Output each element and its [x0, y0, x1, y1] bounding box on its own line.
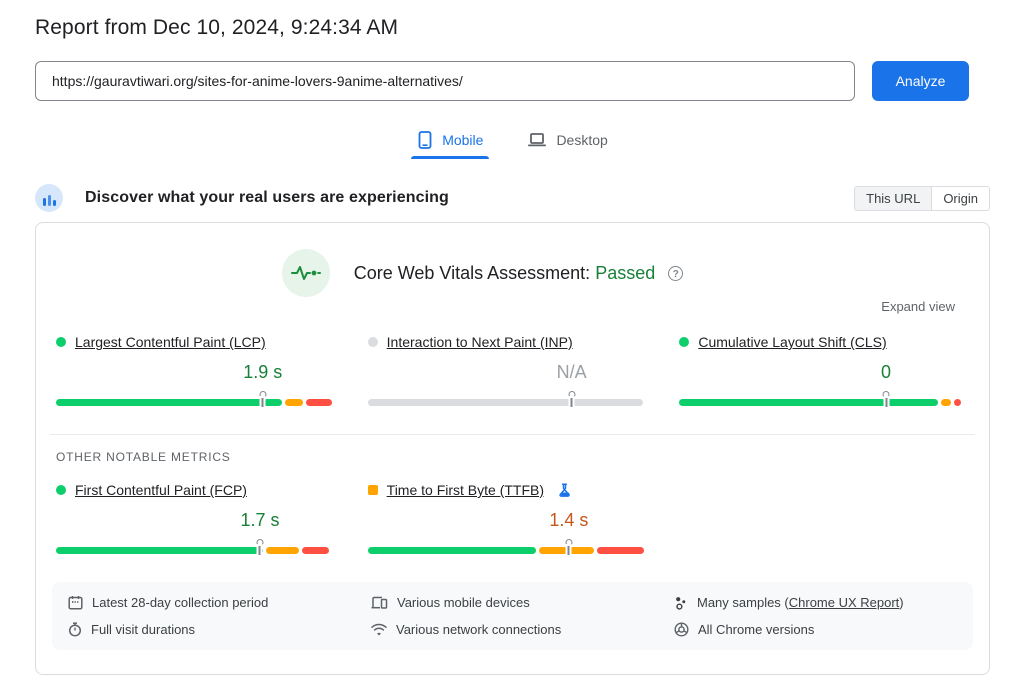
bar-segment	[56, 547, 263, 554]
bar-segment	[367, 547, 536, 554]
ttfb-marker	[564, 539, 573, 558]
cls-value: 0	[881, 362, 892, 382]
metric-cls: Cumulative Layout Shift (CLS) 0	[679, 334, 961, 410]
inp-link[interactable]: Interaction to Next Paint (INP)	[386, 334, 573, 350]
lcp-status-dot	[56, 337, 66, 347]
bar-segment	[596, 547, 644, 554]
cwv-assessment-header: Core Web Vitals Assessment: Passed ?	[0, 249, 969, 297]
samples-item: Many samples (Chrome UX Report)	[674, 595, 957, 610]
bar-segment	[367, 399, 644, 406]
visit-durations-label: Full visit durations	[91, 622, 196, 637]
bar-segment	[305, 399, 333, 406]
cwv-assessment-label: Core Web Vitals Assessment:	[353, 262, 591, 283]
bar-segment	[954, 399, 961, 406]
inp-status-dot	[367, 337, 378, 347]
chrome-versions-item: All Chrome versions	[674, 622, 957, 637]
metric-inp: Interaction to Next Paint (INP) N/A	[367, 334, 644, 410]
desktop-laptop-icon	[527, 132, 547, 148]
metric-fcp: First Contentful Paint (FCP) 1.7 s	[56, 482, 332, 558]
experiment-flask-icon[interactable]	[559, 483, 572, 497]
tab-desktop-label: Desktop	[556, 132, 608, 148]
real-users-icon	[35, 184, 63, 212]
empty-metric-slot	[679, 482, 955, 558]
tab-desktop[interactable]: Desktop	[527, 131, 608, 159]
device-tabs: Mobile Desktop	[35, 131, 990, 159]
mobile-phone-icon	[417, 131, 433, 149]
lcp-link[interactable]: Largest Contentful Paint (LCP)	[75, 334, 266, 350]
scope-origin-button[interactable]: Origin	[931, 185, 990, 211]
scope-this-url-button[interactable]: This URL	[854, 185, 932, 211]
inp-distribution-bar	[367, 399, 644, 406]
pagespeed-report-page: Report from Dec 10, 2024, 9:24:34 AM Ana…	[35, 16, 990, 675]
ttfb-status-square	[367, 485, 378, 495]
samples-icon	[674, 596, 688, 610]
ttfb-value: 1.4 s	[549, 510, 589, 530]
report-title: Report from Dec 10, 2024, 9:24:34 AM	[35, 16, 399, 39]
fcp-status-dot	[56, 485, 66, 495]
samples-label: Many samples (Chrome UX Report)	[697, 595, 904, 610]
bar-segment	[941, 399, 952, 406]
fcp-distribution-bar	[56, 547, 332, 554]
network-label: Various network connections	[396, 622, 562, 637]
inp-marker	[567, 391, 576, 410]
chrome-ux-report-link[interactable]: Chrome UX Report	[788, 595, 900, 610]
lcp-distribution-bar	[56, 399, 333, 406]
chrome-icon	[674, 622, 689, 637]
ttfb-distribution-bar	[367, 547, 644, 554]
bar-segment	[301, 547, 330, 554]
network-icon	[371, 623, 387, 636]
fcp-marker	[255, 539, 264, 558]
field-data-card: Core Web Vitals Assessment: Passed ? Exp…	[35, 222, 990, 675]
mobile-devices-item: Various mobile devices	[371, 595, 654, 610]
cls-distribution-bar	[679, 399, 961, 406]
cls-marker	[882, 391, 891, 410]
field-data-heading: Discover what your real users are experi…	[85, 189, 449, 206]
metric-ttfb: Time to First Byte (TTFB) 1.4 s	[367, 482, 644, 558]
crux-footer: Latest 28-day collection period Various …	[52, 582, 973, 650]
bar-segment	[285, 399, 303, 406]
calendar-icon	[68, 595, 83, 610]
visit-durations-item: Full visit durations	[68, 622, 351, 637]
scope-toggle: This URL Origin	[854, 185, 990, 211]
bar-segment	[265, 547, 299, 554]
analyze-button[interactable]: Analyze	[872, 61, 969, 101]
inp-value: N/A	[556, 362, 587, 382]
collection-period-label: Latest 28-day collection period	[92, 595, 269, 610]
samples-suffix: )	[899, 595, 904, 610]
lcp-value: 1.9 s	[243, 362, 283, 382]
mobile-devices-icon	[371, 595, 388, 610]
metric-lcp: Largest Contentful Paint (LCP) 1.9 s	[56, 334, 333, 410]
chrome-versions-label: All Chrome versions	[698, 622, 815, 637]
stopwatch-icon	[68, 622, 82, 637]
fcp-value: 1.7 s	[240, 510, 280, 530]
field-data-header: Discover what your real users are experi…	[35, 184, 990, 212]
tab-mobile-label: Mobile	[442, 132, 484, 148]
bar-segment	[679, 399, 939, 406]
url-input[interactable]	[35, 61, 855, 101]
cwv-assessment-title: Core Web Vitals Assessment: Passed ?	[354, 263, 684, 284]
tab-mobile[interactable]: Mobile	[411, 131, 490, 159]
section-divider	[50, 434, 975, 435]
fcp-link[interactable]: First Contentful Paint (FCP)	[75, 482, 247, 498]
network-item: Various network connections	[371, 622, 654, 637]
bar-segment	[56, 399, 283, 406]
mobile-devices-label: Various mobile devices	[397, 595, 530, 610]
cwv-assessment-result: Passed	[595, 262, 656, 283]
ttfb-link[interactable]: Time to First Byte (TTFB)	[386, 482, 545, 498]
core-metrics-row: Largest Contentful Paint (LCP) 1.9 s Int…	[56, 334, 969, 410]
other-metrics-label: OTHER NOTABLE METRICS	[56, 450, 231, 464]
other-metrics-row: First Contentful Paint (FCP) 1.7 s Time …	[56, 482, 969, 558]
help-icon[interactable]: ?	[668, 265, 684, 281]
cls-link[interactable]: Cumulative Layout Shift (CLS)	[698, 334, 887, 350]
cls-status-dot	[679, 337, 690, 347]
bar-segment	[538, 547, 594, 554]
url-bar: Analyze	[35, 61, 990, 101]
samples-prefix: Many samples (	[697, 595, 789, 610]
pulse-icon	[281, 249, 330, 297]
lcp-marker	[258, 391, 267, 410]
collection-period-item: Latest 28-day collection period	[68, 595, 351, 610]
expand-view-button[interactable]: Expand view	[881, 299, 955, 314]
